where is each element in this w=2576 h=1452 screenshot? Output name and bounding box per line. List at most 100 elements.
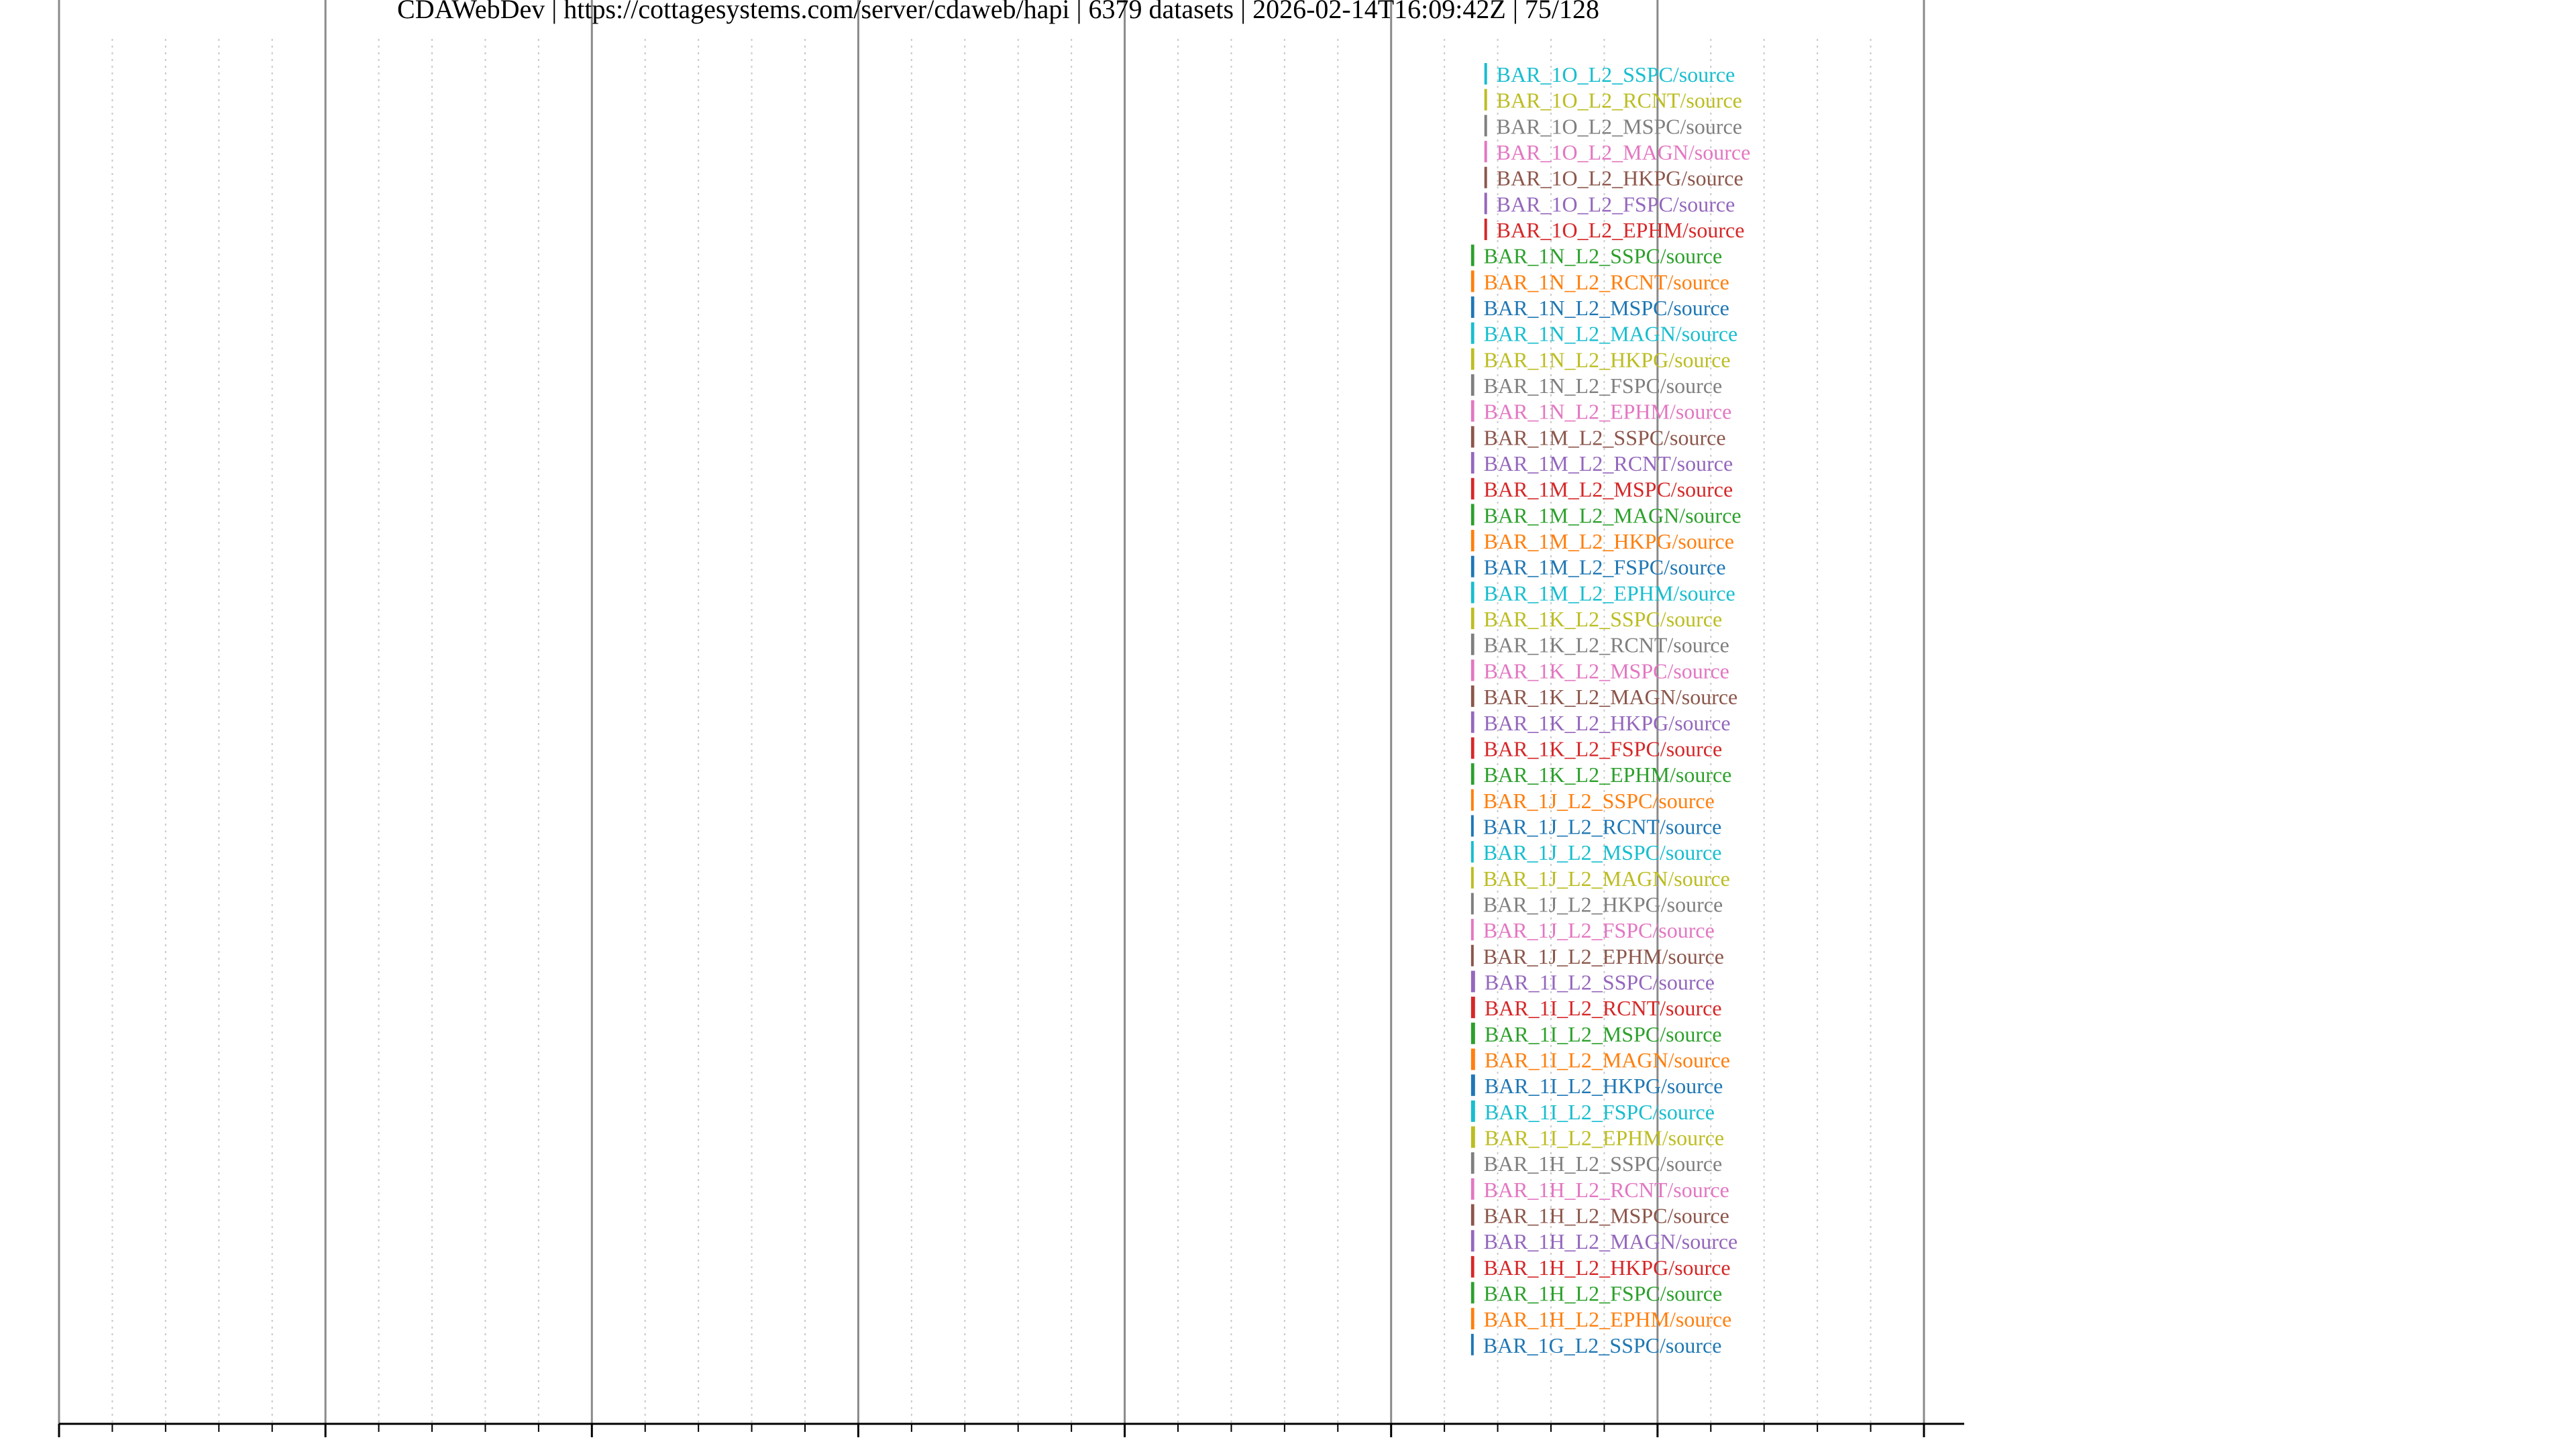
dataset-bar [1470,244,1474,266]
dataset-bar [1470,270,1474,292]
dataset-label: BAR_1N_L2_EPHM/source [1484,400,1732,424]
dataset-bars [1470,63,1487,1355]
dataset-label: BAR_1H_L2_HKPG/source [1484,1255,1731,1280]
dataset-bar [1470,530,1474,552]
dataset-bar [1470,426,1474,448]
dataset-bar [1470,1204,1474,1226]
dataset-bar [1470,296,1474,319]
dataset-label: BAR_1K_L2_MSPC/source [1484,659,1729,683]
dataset-label: BAR_1I_L2_RCNT/source [1485,996,1722,1020]
dataset-label: BAR_1M_L2_HKPG/source [1484,529,1734,553]
dataset-bar [1470,815,1474,837]
dataset-bar [1470,944,1474,966]
dataset-bar [1470,763,1474,785]
dataset-bar [1470,685,1474,708]
x-tick-label: 1970 [299,1443,352,1449]
dataset-bar [1470,919,1474,941]
dataset-bar [1470,970,1475,993]
dataset-bar [1470,841,1474,863]
dataset-label: BAR_1G_L2_SSPC/source [1483,1333,1722,1357]
dataset-bar [1470,1230,1474,1252]
dataset-label: BAR_1J_L2_RCNT/source [1483,814,1722,838]
dataset-bar [1470,711,1474,733]
dataset-label: BAR_1H_L2_MSPC/source [1484,1203,1729,1227]
dataset-label: BAR_1K_L2_HKPG/source [1484,711,1731,735]
dataset-label: BAR_1K_L2_SSPC/source [1484,607,1723,631]
dataset-bar [1470,997,1475,1019]
dataset-label: BAR_1M_L2_RCNT/source [1484,451,1733,476]
x-tick-label: 2030 [1897,1443,1951,1449]
dataset-label: BAR_1O_L2_MAGN/source [1497,140,1751,164]
dataset-label: BAR_1O_L2_FSPC/source [1497,192,1735,216]
dataset-label: BAR_1N_L2_MAGN/source [1484,322,1738,346]
dataset-label: BAR_1M_L2_SSPC/source [1484,425,1726,449]
dataset-label: BAR_1J_L2_MAGN/source [1483,867,1730,891]
dataset-bar [1470,1178,1474,1200]
dataset-bar [1484,219,1487,241]
dataset-bar [1470,374,1474,396]
dataset-bar [1484,141,1487,163]
chart-title: CDAWebDev | https://cottagesystems.com/s… [397,0,1599,24]
dataset-bar [1470,452,1474,474]
x-tick-label: 2000 [1098,1443,1152,1449]
dataset-label: BAR_1I_L2_MAGN/source [1485,1048,1730,1072]
dataset-bar [1470,1100,1475,1122]
dataset-label: BAR_1M_L2_MAGN/source [1484,503,1741,527]
dataset-bar [1484,89,1487,111]
dataset-label: BAR_1K_L2_RCNT/source [1484,633,1729,657]
dataset-label: BAR_1N_L2_SSPC/source [1484,244,1723,268]
x-tick-label: 1980 [565,1443,619,1449]
dataset-label: BAR_1H_L2_EPHM/source [1484,1307,1732,1331]
dataset-bar [1484,192,1487,215]
dataset-labels: BAR_1O_L2_SSPC/sourceBAR_1O_L2_RCNT/sour… [1483,62,1750,1357]
dataset-label: BAR_1O_L2_EPHM/source [1497,218,1745,242]
grid-layer [58,0,1925,1424]
dataset-bar [1470,1022,1475,1044]
dataset-bar [1470,478,1474,500]
dataset-label: BAR_1J_L2_SSPC/source [1483,789,1715,813]
dataset-bar [1484,63,1487,85]
dataset-label: BAR_1J_L2_FSPC/source [1483,918,1715,942]
dataset-bar [1470,659,1474,681]
dataset-bar [1470,1126,1475,1148]
dataset-label: BAR_1H_L2_FSPC/source [1484,1281,1723,1305]
dataset-bar [1470,893,1474,915]
x-axis: 1960 1970 1980 1990 2000 2010 2020 2030 [32,1422,1964,1452]
dataset-bar [1470,1074,1475,1097]
dataset-label: BAR_1N_L2_RCNT/source [1484,270,1729,294]
dataset-bar [1470,322,1474,344]
dataset-label: BAR_1N_L2_MSPC/source [1484,296,1729,320]
dataset-bar [1470,400,1474,422]
x-tick-label: 2020 [1631,1443,1684,1449]
dataset-bar [1470,1333,1474,1355]
x-tick-label: 1990 [831,1443,885,1449]
dataset-bar [1470,867,1474,889]
dataset-bar [1470,1152,1474,1174]
dataset-bar [1470,1282,1474,1304]
dataset-bar [1470,737,1474,759]
dataset-label: BAR_1O_L2_MSPC/source [1497,114,1742,138]
dataset-bar [1470,1308,1474,1330]
dataset-label: BAR_1I_L2_FSPC/source [1485,1100,1715,1124]
dataset-bar [1484,166,1487,188]
dataset-bar [1470,581,1474,604]
dataset-bar [1470,789,1474,811]
dataset-label: BAR_1I_L2_EPHM/source [1485,1125,1724,1150]
dataset-label: BAR_1I_L2_HKPG/source [1485,1074,1723,1098]
dataset-bar [1484,115,1487,137]
dataset-label: BAR_1M_L2_MSPC/source [1484,478,1733,502]
dataset-bar [1470,1255,1474,1278]
dataset-label: BAR_1J_L2_EPHM/source [1483,944,1724,968]
dataset-label: BAR_1N_L2_HKPG/source [1484,347,1731,372]
dataset-label: BAR_1O_L2_SSPC/source [1497,62,1735,87]
dataset-label: BAR_1M_L2_FSPC/source [1484,555,1726,579]
dataset-label: BAR_1H_L2_MAGN/source [1484,1229,1738,1253]
dataset-label: BAR_1O_L2_RCNT/source [1497,89,1742,113]
dataset-bar [1470,348,1474,370]
dataset-bar [1470,608,1474,630]
dataset-label: BAR_1J_L2_MSPC/source [1483,840,1722,864]
x-tick-label: 2010 [1364,1443,1418,1449]
dataset-label: BAR_1M_L2_EPHM/source [1484,581,1735,605]
